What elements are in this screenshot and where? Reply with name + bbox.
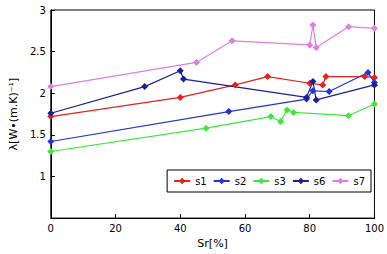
svg-text:s6: s6 [314,176,326,187]
svg-text:2: 2 [39,88,45,99]
svg-text:1: 1 [39,171,45,182]
svg-text:s3: s3 [274,176,286,187]
svg-text:3: 3 [39,5,45,16]
svg-text:60: 60 [239,223,252,234]
svg-text:40: 40 [174,223,187,234]
svg-text:s2: s2 [235,176,247,187]
svg-text:0: 0 [48,223,54,234]
svg-text:80: 80 [303,223,316,234]
svg-text:λ[W•(m.K)⁻¹]: λ[W•(m.K)⁻¹] [7,78,20,151]
svg-text:2.5: 2.5 [30,46,46,57]
svg-text:Sr[%]: Sr[%] [197,237,228,250]
svg-text:20: 20 [109,223,122,234]
svg-text:1.5: 1.5 [30,129,46,140]
svg-text:s1: s1 [195,176,207,187]
svg-text:s7: s7 [353,176,365,187]
svg-text:100: 100 [365,223,384,234]
